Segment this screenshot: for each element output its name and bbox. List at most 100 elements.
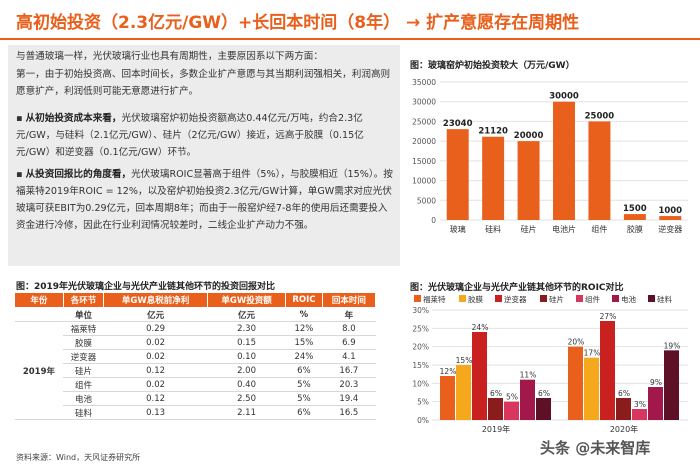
bar: [536, 398, 551, 420]
text-panel: [8, 45, 400, 266]
table-row: 逆变器 0.02 0.10 24% 4.1: [15, 349, 376, 364]
table-cell: 胶膜: [63, 335, 104, 350]
table-row: 硅料 0.13 2.11 6% 16.5: [15, 405, 376, 420]
investment-bar-chart: 0 5000 10000 15000 20000 25000 30000 35000 23040…: [412, 78, 688, 234]
table-cell: 8.0: [322, 321, 376, 336]
x-category-label: 胶膜: [627, 224, 643, 234]
table-cell: 0.10: [207, 349, 286, 364]
bar: [553, 101, 575, 220]
bar-value-label: 17%: [584, 349, 601, 358]
bar-value-label: 6%: [538, 389, 550, 398]
table-cell: 电池: [63, 391, 104, 406]
table-cell: 6.9: [322, 335, 376, 350]
table-cell: 16.5: [322, 405, 376, 420]
table-cell: 6%: [285, 363, 323, 378]
legend-label: 组件: [585, 294, 600, 304]
x-category-label: 2019年: [482, 424, 510, 434]
bar: [504, 401, 519, 420]
bullet-investment-body: 光伏玻璃窑炉初始投资额高达0.44亿元/万吨，约合2.3亿元/GW，与硅料（2.…: [16, 113, 364, 158]
legend-swatch: [459, 295, 466, 302]
table-cell: 12%: [285, 321, 323, 336]
table-cell: 0.02: [103, 377, 208, 392]
bar-value-label: 23040: [443, 119, 473, 129]
table-cell: [14, 307, 64, 322]
col-header: 单GW投资额: [207, 292, 287, 308]
table-cell: 19.4: [322, 391, 376, 406]
y-tick-label: 15000: [412, 157, 436, 166]
table-cell: 单位: [63, 307, 104, 322]
bar: [632, 409, 647, 420]
col-header: 单GW息税前净利: [103, 292, 209, 308]
bar-value-label: 20%: [568, 338, 585, 347]
bar-value-label: 11%: [520, 371, 537, 380]
y-tick-label: 20%: [412, 343, 429, 352]
x-category-label: 电池片: [552, 224, 576, 234]
legend-swatch: [414, 295, 421, 302]
table-cell: 5%: [285, 377, 323, 392]
bar: [520, 379, 535, 420]
bar-value-label: 19%: [664, 341, 681, 350]
table-cell: 0.13: [103, 405, 208, 420]
table-year-cell: 2019年: [14, 321, 64, 420]
y-tick-label: 10000: [412, 177, 436, 186]
chart1-title: 图：玻璃窑炉初始投资较大（万元/GW）: [410, 61, 575, 71]
legend-swatch: [540, 295, 547, 302]
page-title: 高初始投资（2.3亿元/GW）+长回本时间（8年） → 扩产意愿存在周期性: [16, 13, 580, 33]
table-cell: 16.7: [322, 363, 376, 378]
table-cell: 硅片: [63, 363, 104, 378]
legend-label: 硅片: [549, 294, 564, 304]
bar-value-label: 24%: [472, 323, 489, 332]
bar: [648, 387, 663, 420]
bar-value-label: 1500: [623, 204, 647, 214]
bar: [600, 321, 615, 420]
table-cell: 24%: [285, 349, 323, 364]
table-row: 硅片 0.12 2.00 6% 16.7: [15, 363, 376, 378]
table-cell: 2.11: [207, 405, 286, 420]
table-cell: 0.40: [207, 377, 286, 392]
bar: [584, 357, 599, 420]
bar-value-label: 6%: [490, 389, 502, 398]
x-category-label: 硅料: [485, 224, 501, 234]
y-tick-label: 30%: [412, 306, 429, 315]
table-units-row: 单位 亿元 亿元 % 年: [14, 307, 376, 322]
bar-value-label: 20000: [514, 131, 544, 141]
table-cell: 0.02: [103, 335, 208, 350]
col-header: 回本时间: [321, 292, 377, 308]
table-cell: 年: [322, 307, 376, 322]
bar-value-label: 3%: [634, 400, 646, 409]
table-caption: 图：2019年光伏玻璃企业与光伏产业链其他环节的投资回报对比: [16, 282, 276, 292]
bullet-investment-heading: 从初始投资成本来看，: [25, 113, 122, 124]
table-cell: 15%: [285, 335, 323, 350]
table-row: 2019年 福莱特 0.29 2.30 12% 8.0: [14, 321, 376, 420]
legend-label: 电池: [621, 294, 636, 304]
table-cell: 福莱特: [63, 321, 104, 336]
table-cell: 5%: [285, 391, 323, 406]
bar-value-label: 12%: [440, 367, 457, 376]
table-row: 胶膜 0.02 0.15 15% 6.9: [15, 335, 376, 350]
bar: [588, 121, 611, 220]
bar: [472, 332, 487, 420]
y-tick-label: 15%: [412, 361, 429, 370]
legend-label: 福莱特: [423, 294, 446, 304]
y-tick-label: 20000: [412, 137, 436, 146]
table-cell: 0.12: [103, 391, 208, 406]
table-row: 组件 0.02 0.40 5% 20.3: [15, 377, 376, 392]
roic-bar-chart: 0% 5% 10% 15% 20% 25% 30% 福莱特 胶膜 逆变器 硅片 组件 电池 硅料 12% 15…: [412, 294, 688, 434]
col-header: 各环节: [62, 292, 105, 308]
roic-table: 年份 各环节 单GW息税前净利 单GW投资额 ROIC 回本时间 单位 亿元 亿…: [14, 292, 377, 420]
legend-swatch: [495, 295, 502, 302]
reason-one-paragraph: 第一，由于初始投资高、回本时间长，多数企业扩产意愿与其当期利润强相关，利润高则愿…: [16, 69, 391, 97]
y-tick-label: 0%: [417, 416, 429, 425]
bar: [517, 141, 540, 220]
bar: [482, 136, 505, 220]
title-divider: [0, 38, 700, 40]
bar: [616, 398, 631, 420]
table-cell: 4.1: [322, 349, 376, 364]
bar: [623, 214, 646, 220]
table-cell: 0.12: [103, 363, 208, 378]
y-tick-label: 30000: [412, 98, 436, 107]
table-cell: 0.29: [103, 321, 208, 336]
x-category-label: 2020年: [610, 424, 638, 434]
bar: [456, 365, 471, 420]
bar-value-label: 5%: [506, 393, 518, 402]
